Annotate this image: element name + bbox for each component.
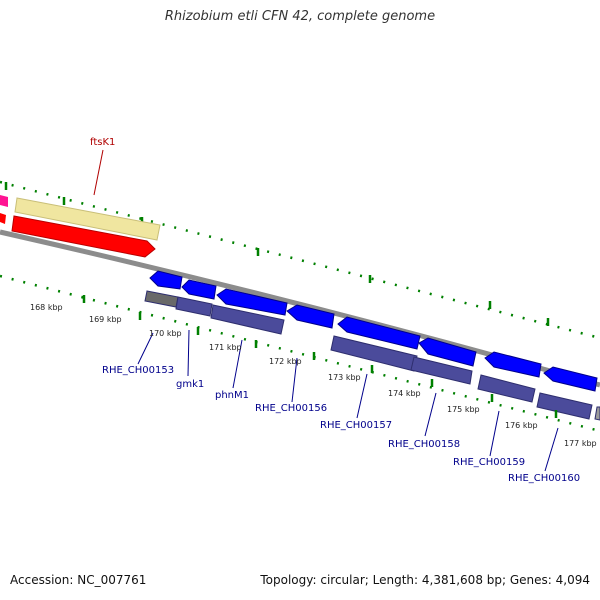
kbp-label: 177 kbp — [564, 439, 597, 448]
topology-text: Topology: circular; Length: 4,381,608 bp… — [260, 573, 590, 587]
gene-label-RHE_CH00157[interactable]: RHE_CH00157 — [320, 420, 392, 431]
RHE_CH00153-gene[interactable] — [144, 290, 179, 308]
inner-tick-ring — [0, 274, 600, 433]
gene-label-RHE_CH00156[interactable]: RHE_CH00156 — [255, 403, 327, 414]
ftsK1-leader — [93, 149, 104, 196]
kbp-label: 175 kbp — [447, 405, 480, 414]
gene-label-RHE_CH00159[interactable]: RHE_CH00159 — [453, 457, 525, 468]
gene-labels: ftsK1 RHE_CH00153 gmk1 phnM1 RHE_CH00156… — [90, 137, 580, 484]
RHE_CH00158-gene[interactable] — [410, 356, 473, 385]
RHE_CH00159-cds[interactable] — [484, 351, 542, 378]
kbp-label: 174 kbp — [388, 389, 421, 398]
gene-label-ftsK1[interactable]: ftsK1 — [90, 137, 115, 148]
kbp-labels: 168 kbp 169 kbp 170 kbp 171 kbp 172 kbp … — [30, 303, 597, 448]
kbp-label: 171 kbp — [209, 343, 242, 352]
leader-lines — [137, 329, 559, 472]
ftsK1-gene[interactable] — [14, 197, 161, 241]
phnM1-gene[interactable] — [210, 304, 285, 335]
map-title: Rhizobium etli CFN 42, complete genome — [164, 9, 436, 24]
kbp-label: 168 kbp — [30, 303, 63, 312]
accession-text: Accession: NC_007761 — [10, 573, 147, 587]
RHE_CH00160-cds[interactable] — [543, 366, 598, 392]
kbp-label: 172 kbp — [269, 357, 302, 366]
gene-label-gmk1[interactable]: gmk1 — [176, 379, 204, 390]
gmk1-cds[interactable] — [149, 270, 183, 290]
ftsK1-cds[interactable] — [11, 215, 156, 258]
gene-label-RHE_CH00153[interactable]: RHE_CH00153 — [102, 365, 174, 376]
kbp-label: 170 kbp — [149, 329, 182, 338]
ftsK1-feature[interactable] — [11, 197, 161, 258]
kbp-label: 169 kbp — [89, 315, 122, 324]
phnM1-cds[interactable] — [216, 288, 288, 316]
outer-tick-ring — [0, 180, 600, 340]
gene-label-RHE_CH00158[interactable]: RHE_CH00158 — [388, 439, 460, 450]
reverse-gene-track — [144, 290, 600, 421]
reverse-cds-track — [149, 270, 598, 392]
grey-feature-edge[interactable] — [594, 406, 600, 421]
kbp-label: 173 kbp — [328, 373, 361, 382]
red-feature-edge[interactable] — [0, 213, 6, 224]
gene-label-phnM1[interactable]: phnM1 — [215, 390, 249, 401]
RHE_CH00160-gene[interactable] — [536, 392, 593, 420]
RHE_CH00159-gene[interactable] — [477, 374, 536, 403]
RHE_CH00158-cds[interactable] — [418, 337, 477, 367]
phnM1-cds-small[interactable] — [181, 279, 217, 300]
RHE_CH00157-cds[interactable] — [337, 316, 421, 350]
gene-label-RHE_CH00160[interactable]: RHE_CH00160 — [508, 473, 580, 484]
magenta-feature[interactable] — [0, 195, 8, 207]
kbp-label: 176 kbp — [505, 421, 538, 430]
gmk1-gene[interactable] — [175, 296, 213, 317]
RHE_CH00156-cds[interactable] — [286, 304, 335, 329]
